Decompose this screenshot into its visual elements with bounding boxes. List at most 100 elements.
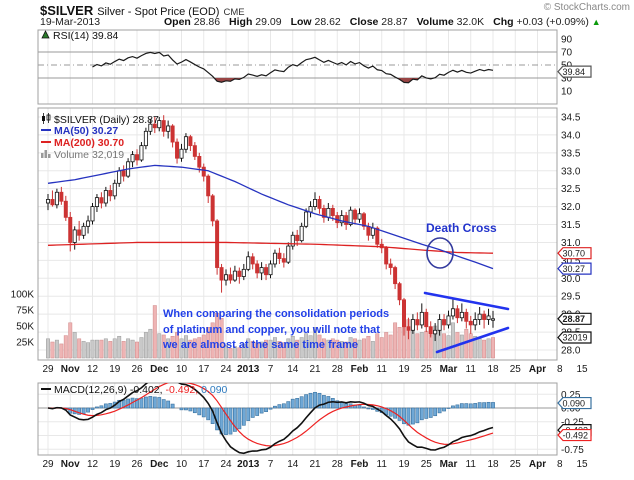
svg-text:19: 19 [109,459,121,470]
svg-text:11: 11 [377,459,388,470]
svg-text:Mar: Mar [440,364,458,375]
copyright: © StockCharts.com [543,2,630,13]
svg-text:14: 14 [287,364,299,375]
legend-ma50: MA(50) 30.27 [54,125,119,137]
rsi-legend: RSI(14) 39.84 [41,30,118,43]
svg-text:-0.492: -0.492 [563,430,589,440]
rsi-legend-label: RSI(14) 39.84 [53,30,119,43]
svg-text:0.090: 0.090 [563,398,586,408]
main-legend: $SILVER (Daily) 28.87 MA(50) 30.27 MA(20… [41,113,159,161]
svg-text:32.0: 32.0 [561,202,581,213]
svg-text:11: 11 [466,364,477,375]
svg-text:32019: 32019 [563,333,588,343]
svg-text:14: 14 [287,459,299,470]
svg-text:30.70: 30.70 [563,248,586,258]
axis-labels: 34.5 34.0 33.5 33.0 32.5 32.0 31.5 31.0 30.5 30.0… [11,35,588,471]
svg-text:7: 7 [268,459,274,470]
macd-line-icon [41,388,51,391]
close-label: Close [349,16,379,28]
page-title: Silver - Spot Price (EOD) [97,6,220,18]
ma50-line-icon [41,129,51,132]
svg-text:2013: 2013 [237,364,260,375]
svg-text:12: 12 [87,364,99,375]
value-tag [557,262,592,275]
high-value: 29.09 [255,16,282,28]
svg-text:21: 21 [309,459,321,470]
note-line-1: When comparing the consolidation periods [163,308,390,320]
ma200-line-icon [41,141,51,144]
svg-text:34.0: 34.0 [561,130,581,141]
low-value: 28.62 [314,16,341,28]
value-tag [557,396,592,410]
svg-text:11: 11 [466,459,477,470]
svg-text:Feb: Feb [351,459,369,470]
svg-text:70: 70 [561,48,573,59]
svg-text:15: 15 [576,364,588,375]
svg-text:10: 10 [176,459,188,470]
svg-text:90: 90 [561,35,573,46]
svg-text:28: 28 [332,459,344,470]
svg-text:29: 29 [42,459,54,470]
chart-header: $SILVER Silver - Spot Price (EOD) CME © St… [40,2,630,20]
volume-label: Volume [416,16,454,28]
ma200-line [47,241,494,254]
exchange: CME [223,7,245,18]
svg-text:25K: 25K [16,338,34,349]
svg-text:50K: 50K [16,322,34,333]
analyst-note: When comparing the consolidation periods… [163,307,389,354]
macd-plot [47,383,495,455]
legend-volume: Volume 32,019 [54,149,125,162]
quote-date: 19-Mar-2013 [40,16,101,28]
chg-up-arrow-icon: ▲ [591,17,601,27]
price-plot [46,115,510,359]
death-cross-circle [426,237,454,269]
open-value: 28.86 [193,16,221,28]
note-line-2: of platinum and copper, you will note th… [163,323,380,336]
svg-text:7: 7 [268,364,274,375]
value-tags: 39.8430.7030.2728.87320190.090-0.402-0.4… [557,65,592,442]
svg-text:-0.25: -0.25 [561,417,584,428]
svg-text:19: 19 [398,459,410,470]
svg-text:19: 19 [109,364,121,375]
svg-text:-0.75: -0.75 [561,445,584,456]
symbol: $SILVER [40,3,94,18]
svg-text:10: 10 [176,364,188,375]
wedge-trendline [423,291,510,311]
macd-legend-name: MACD(12,26,9) [54,384,127,396]
svg-text:25: 25 [510,459,522,470]
svg-text:11: 11 [377,364,388,375]
death-cross-annotation: Death Cross [426,221,497,235]
value-tag [557,312,592,325]
svg-text:31.5: 31.5 [561,220,581,231]
svg-text:Dec: Dec [150,364,169,375]
svg-text:30.5: 30.5 [561,256,581,267]
macd-legend: MACD(12,26,9) -0.402, -0.492, 0.090 [41,384,227,397]
svg-text:Nov: Nov [61,364,80,375]
volume-value: 32.0K [456,16,485,28]
svg-text:75K: 75K [16,306,34,317]
svg-text:25: 25 [510,364,522,375]
svg-text:19: 19 [398,364,410,375]
legend-symbol: $SILVER (Daily) 28.87 [54,114,159,127]
candlestick-icon [41,113,51,128]
svg-text:18: 18 [487,364,499,375]
svg-text:15: 15 [576,459,588,470]
svg-text:12: 12 [87,459,99,470]
svg-text:32.5: 32.5 [561,184,581,195]
svg-text:24: 24 [220,459,232,470]
svg-text:34.5: 34.5 [561,112,581,123]
value-tag [557,428,592,442]
svg-text:30.0: 30.0 [561,274,581,285]
svg-text:29: 29 [42,364,54,375]
value-tag [557,247,592,260]
svg-text:10: 10 [561,87,573,98]
svg-text:Apr: Apr [529,459,546,470]
svg-text:17: 17 [198,364,210,375]
high-label: High [229,16,253,28]
gridlines [37,29,558,456]
svg-text:30.27: 30.27 [563,264,586,274]
svg-text:8: 8 [557,364,563,375]
svg-text:28: 28 [332,364,344,375]
wedge-trendline [435,326,510,354]
